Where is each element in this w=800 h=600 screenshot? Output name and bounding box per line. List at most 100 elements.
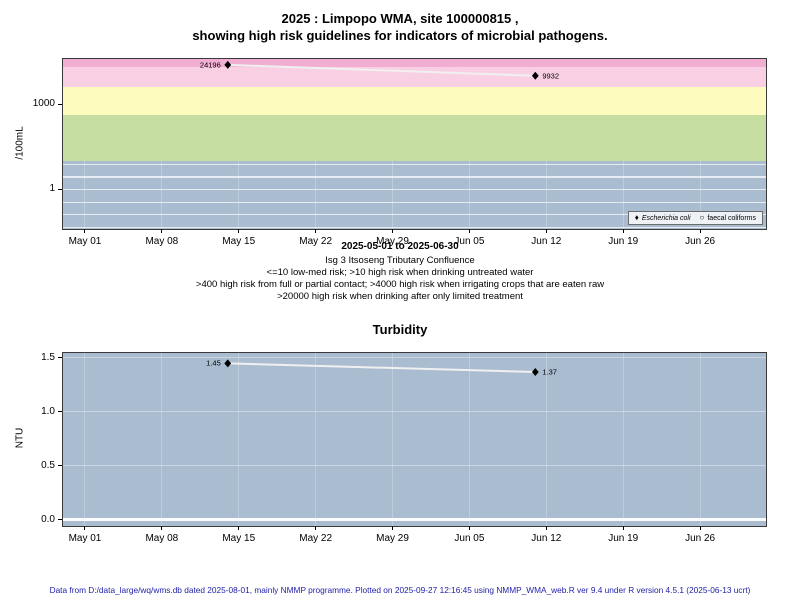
microbial-plot-region: [63, 59, 766, 229]
series-line: [227, 362, 536, 374]
data-point-label: 1.37: [542, 367, 557, 377]
data-point-label: 9932: [542, 71, 560, 81]
gridline: [315, 353, 317, 526]
x-axis-tick-label: May 08: [145, 533, 179, 544]
gridline: [238, 353, 240, 526]
title-line-1: 2025 : Limpopo WMA, site 100000815 ,: [281, 11, 519, 26]
y-axis-tick-label: 0.0: [41, 513, 55, 525]
data-point-label: 1.45: [206, 358, 221, 368]
gridline: [63, 201, 766, 203]
x-axis-tick-label: May 29: [376, 236, 409, 247]
open-circle-marker-icon: ○: [699, 213, 705, 222]
x-axis-tick-label: May 01: [68, 533, 102, 544]
x-axis-tick: [161, 526, 163, 530]
series-line: [227, 63, 536, 77]
y-axis-tick-label: 1: [49, 183, 55, 195]
x-axis-tick-label: Jun 19: [608, 236, 639, 247]
site-name-label: Isg 3 Itsoseng Tributary Confluence: [325, 255, 475, 266]
x-axis-tick: [699, 526, 701, 530]
guideline-text-2: >400 high risk from full or partial cont…: [195, 279, 605, 290]
x-axis-tick-label: May 15: [222, 236, 256, 247]
gridline: [161, 353, 163, 526]
y-axis-tick: [58, 519, 62, 521]
risk-band: [63, 86, 766, 116]
gridline: [63, 411, 766, 413]
data-series-layer: [224, 60, 539, 80]
gridline: [63, 226, 766, 229]
y-axis-tick-label: 1000: [32, 98, 55, 110]
x-axis-tick: [238, 526, 240, 530]
y-axis-tick: [58, 411, 62, 413]
turbidity-plot-region: [63, 353, 766, 526]
x-axis-tick: [699, 229, 701, 233]
legend: ♦ Escherichia coli ○ faecal coliforms: [627, 211, 763, 225]
legend-item: ♦ Escherichia coli: [635, 214, 691, 222]
x-axis-tick-label: Jun 05: [454, 533, 485, 544]
x-axis-tick-label: Jun 26: [685, 236, 716, 247]
y-axis-tick-label: 1.5: [41, 351, 55, 363]
page-title: 2025 : Limpopo WMA, site 100000815 , sho…: [0, 10, 800, 44]
x-axis-tick-label: May 15: [222, 533, 256, 544]
microbial-plot-panel: 24196 9932 May 01 May 08 May 15 May 22 May 29 J…: [33, 58, 767, 247]
x-axis-tick: [545, 526, 547, 530]
y-axis-tick: [58, 465, 62, 467]
gridline: [63, 465, 766, 467]
x-axis-tick-label: Jun 12: [531, 236, 562, 247]
x-axis-tick-label: May 22: [299, 533, 333, 544]
y-axis-label-turbidity: NTU: [14, 427, 26, 449]
data-point-label: 24196: [199, 60, 221, 70]
x-axis-tick: [84, 229, 86, 233]
gridline: [63, 176, 766, 178]
y-axis-tick: [58, 188, 62, 190]
legend-item: ○ faecal coliforms: [700, 214, 756, 222]
data-series-layer: [224, 359, 539, 377]
date-range-label: 2025-05-01 to 2025-06-30: [341, 241, 459, 252]
data-point-marker: [531, 368, 539, 377]
x-axis-tick-label: Jun 12: [531, 533, 562, 544]
risk-band: [63, 115, 766, 161]
x-axis-tick-label: May 29: [376, 533, 409, 544]
data-point-marker: [224, 359, 232, 368]
x-axis-tick: [622, 229, 624, 233]
turbidity-title: Turbidity: [372, 322, 428, 337]
y-axis-tick: [58, 357, 62, 359]
x-axis-tick: [161, 229, 163, 233]
risk-band: [63, 67, 766, 87]
turbidity-plot-panel: 1.45 1.37 May 01 May 08 May 15 May 22 May 29 Ju…: [41, 352, 767, 544]
x-axis-tick: [84, 526, 86, 530]
data-point-marker: [224, 60, 232, 69]
gridline: [63, 518, 766, 522]
x-axis-tick: [238, 229, 240, 233]
x-axis-tick-label: May 08: [145, 236, 179, 247]
gridline: [545, 353, 547, 526]
x-axis-tick-label: May 22: [299, 236, 333, 247]
legend-label: faecal coliforms: [707, 214, 756, 222]
y-axis-label-microbial: /100mL: [14, 126, 26, 160]
x-axis-tick-label: Jun 05: [454, 236, 485, 247]
gridline: [63, 189, 766, 191]
gridline: [84, 353, 86, 526]
x-axis-tick-label: May 01: [68, 236, 102, 247]
gridline: [699, 353, 701, 526]
diamond-marker-icon: ♦: [634, 213, 639, 222]
y-axis-tick: [58, 103, 62, 105]
legend-label: Escherichia coli: [641, 214, 691, 222]
x-axis-tick: [315, 526, 317, 530]
x-axis-tick: [545, 229, 547, 233]
x-axis-tick-label: Jun 26: [685, 533, 716, 544]
x-axis-tick: [315, 229, 317, 233]
gridline: [622, 353, 624, 526]
footer-note: Data from D:/data_large/wq/wms.db dated …: [49, 585, 751, 595]
guideline-text-1: <=10 low-med risk; >10 high risk when dr…: [266, 267, 534, 278]
y-axis-tick-label: 1.0: [41, 405, 55, 417]
guideline-text-3: >20000 high risk when drinking after onl…: [277, 291, 523, 302]
y-axis-tick-label: 0.5: [41, 459, 55, 471]
gridline: [392, 353, 394, 526]
gridline: [63, 214, 766, 216]
x-axis-tick: [468, 526, 470, 530]
data-point-marker: [531, 71, 539, 80]
gridline: [63, 357, 766, 359]
x-axis-tick: [468, 229, 470, 233]
x-axis-tick-label: Jun 19: [608, 533, 639, 544]
x-axis-tick: [392, 229, 394, 233]
